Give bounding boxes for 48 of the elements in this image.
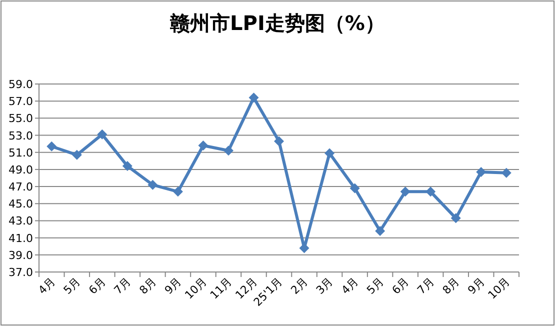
x-tick-label: 9月 (465, 274, 488, 297)
y-tick-label: 43.0 (8, 214, 33, 228)
point (426, 186, 436, 197)
point (248, 92, 259, 103)
x-tick-label: 5月 (364, 274, 386, 297)
point (476, 167, 486, 178)
x-tick-label: 3月 (314, 274, 336, 297)
point (501, 168, 512, 178)
y-tick-label: 57.0 (8, 95, 33, 108)
point (172, 186, 183, 197)
point (324, 148, 335, 158)
x-tick-label: 4月 (36, 274, 58, 297)
y-tick-label: 39.0 (8, 248, 33, 262)
point (46, 141, 57, 152)
x-tick-label: 8月 (136, 274, 159, 297)
point (97, 129, 108, 140)
x-tick-label: 10月 (182, 274, 210, 302)
y-tick-label: 49.0 (8, 163, 33, 176)
point (450, 213, 461, 224)
x-tick-label: 8月 (440, 274, 462, 297)
x-tick-label: 5月 (61, 274, 84, 297)
x-tick-label: 11月 (208, 274, 235, 302)
point (72, 150, 82, 160)
x-tick-label: 7月 (112, 274, 134, 297)
point (274, 136, 284, 146)
point (122, 161, 132, 172)
x-tick-label: 6月 (390, 274, 412, 297)
y-tick-label: 47.0 (8, 180, 33, 194)
point (400, 186, 410, 197)
chart-title: 赣州市LPI走势图（%） (169, 11, 385, 35)
y-tick-label: 59.0 (8, 78, 33, 91)
y-tick-label: 53.0 (8, 129, 33, 142)
y-tick-label: 45.0 (8, 198, 33, 211)
point (350, 183, 360, 194)
point (223, 146, 234, 156)
x-tick-label: 7月 (414, 274, 437, 297)
point (375, 226, 386, 236)
x-tick-label: 2月 (288, 274, 310, 297)
y-tick-label: 55.0 (8, 112, 33, 126)
x-tick-label: 6月 (86, 274, 108, 297)
x-tick-label: 4月 (338, 274, 361, 297)
y-tick-label: 37.0 (8, 266, 33, 279)
y-tick-label: 51.0 (8, 146, 33, 160)
point (148, 180, 158, 190)
y-tick-label: 41.0 (8, 232, 33, 245)
x-tick-label: 10月 (486, 274, 512, 302)
x-tick-label: 9月 (162, 274, 184, 297)
point (198, 140, 208, 151)
